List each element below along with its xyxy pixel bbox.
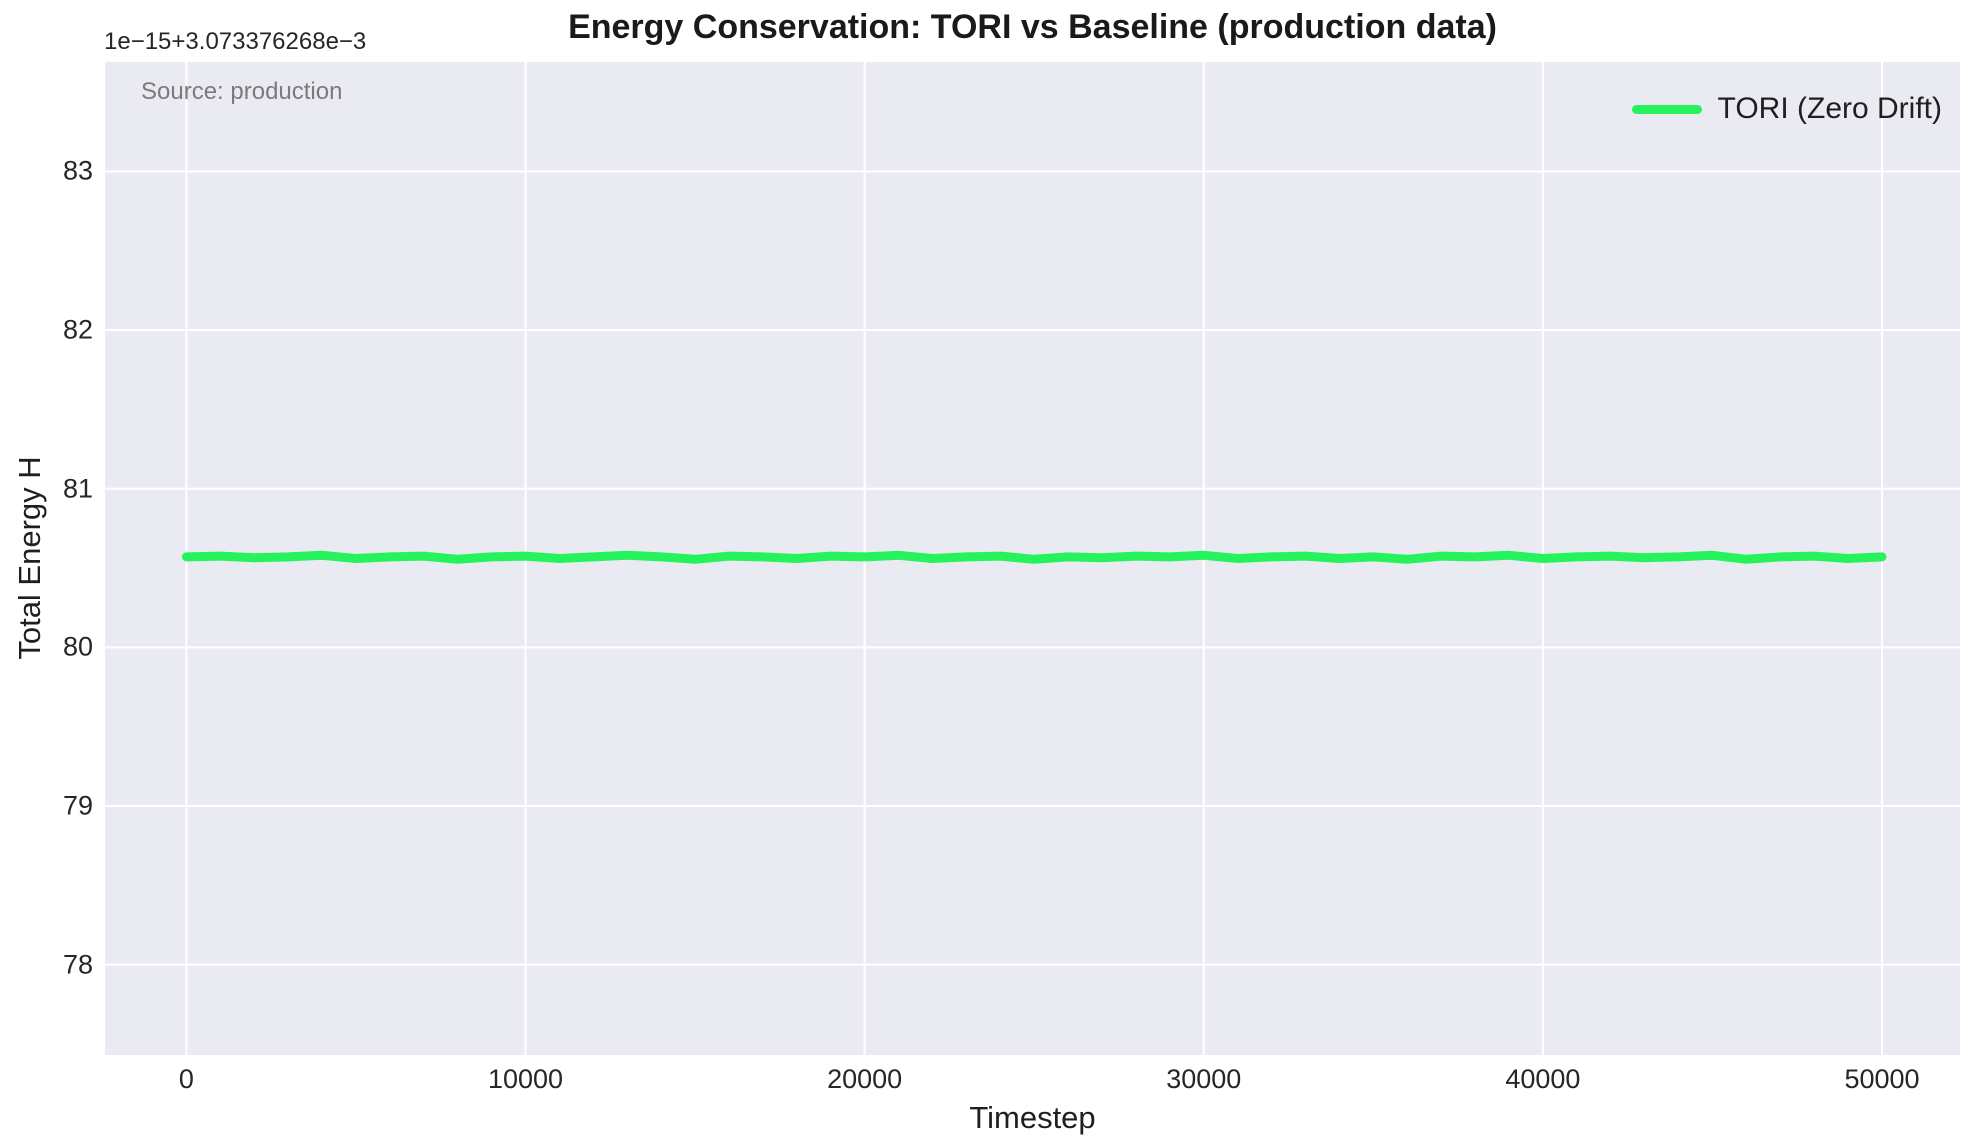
y-tick-label: 82 xyxy=(62,314,93,345)
y-tick-label: 81 xyxy=(62,473,93,504)
y-axis-offset-text: 1e−15+3.073376268e−3 xyxy=(104,28,367,55)
tori-energy-line xyxy=(181,550,1887,564)
legend-line-swatch-icon xyxy=(1631,104,1702,114)
y-tick-label: 79 xyxy=(62,790,93,821)
x-axis-label: Timestep xyxy=(969,1100,1096,1135)
x-tick-label: 30000 xyxy=(1166,1064,1242,1094)
y-tick-label: 78 xyxy=(62,949,93,980)
legend-label-tori: TORI (Zero Drift) xyxy=(1717,92,1942,125)
y-tick-label: 83 xyxy=(62,155,93,186)
y-axis-label: Total Energy H xyxy=(12,456,47,660)
plot-area: Source: production TORI (Zero Drift) xyxy=(105,62,1960,1055)
x-tick-label: 50000 xyxy=(1844,1064,1920,1094)
plot-canvas xyxy=(105,62,1960,1055)
source-annotation: Source: production xyxy=(141,78,343,105)
legend: TORI (Zero Drift) xyxy=(1631,92,1942,126)
y-tick-label: 80 xyxy=(62,631,93,662)
x-tick-label: 10000 xyxy=(487,1064,564,1094)
x-tick-label: 0 xyxy=(178,1064,194,1094)
chart-title: Energy Conservation: TORI vs Baseline (p… xyxy=(568,8,1497,46)
x-tick-label: 20000 xyxy=(827,1064,903,1094)
x-tick-label: 40000 xyxy=(1505,1064,1581,1094)
